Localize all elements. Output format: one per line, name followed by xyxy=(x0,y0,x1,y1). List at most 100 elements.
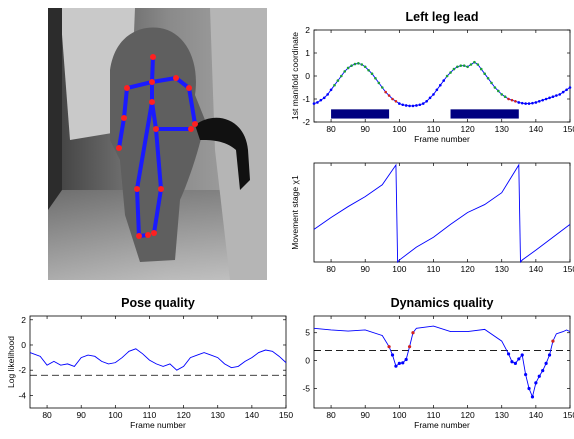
data-point xyxy=(500,93,504,96)
y-tick-label: 2 xyxy=(21,315,26,325)
skeleton-joint xyxy=(158,186,164,192)
data-point xyxy=(486,77,490,80)
data-point xyxy=(312,102,316,105)
data-point xyxy=(568,86,572,89)
x-tick-label: 100 xyxy=(108,410,122,420)
data-point xyxy=(387,345,391,349)
y-tick-label: 0 xyxy=(305,71,310,81)
x-tick-label: 120 xyxy=(177,410,191,420)
chart-title: Left leg lead xyxy=(406,10,479,24)
x-tick-label: 80 xyxy=(326,264,336,274)
data-point xyxy=(517,101,521,104)
data-point xyxy=(435,88,439,92)
data-point xyxy=(555,94,558,97)
data-point xyxy=(322,96,326,100)
data-point xyxy=(503,95,507,98)
skeleton-joint xyxy=(153,126,159,132)
x-tick-label: 120 xyxy=(461,264,475,274)
x-tick-label: 120 xyxy=(461,124,475,134)
x-tick-label: 90 xyxy=(76,410,86,420)
data-point xyxy=(531,101,534,105)
data-point xyxy=(340,74,343,78)
data-point xyxy=(377,81,381,85)
x-tick-label: 120 xyxy=(461,410,475,420)
y-tick-label: 2 xyxy=(305,25,310,35)
x-tick-label: 140 xyxy=(245,410,259,420)
plot-frame xyxy=(313,29,571,123)
manifold-line xyxy=(313,61,571,107)
data-point xyxy=(456,65,459,69)
x-tick-label: 110 xyxy=(427,124,441,134)
data-point xyxy=(390,353,395,357)
data-point xyxy=(319,98,323,102)
data-point xyxy=(530,395,535,399)
data-point xyxy=(445,74,449,78)
chart-title: Dynamics quality xyxy=(391,296,494,310)
data-point xyxy=(462,64,466,67)
skeleton-bone xyxy=(154,127,163,191)
data-point xyxy=(520,101,524,105)
skeleton-joint xyxy=(192,121,198,127)
data-point xyxy=(421,102,425,105)
data-point xyxy=(506,352,511,356)
data-point xyxy=(333,83,336,87)
data-point xyxy=(336,79,340,82)
y-tick-label: -2 xyxy=(18,365,26,375)
data-point xyxy=(476,63,480,66)
x-tick-label: 80 xyxy=(42,410,52,420)
data-point xyxy=(432,93,435,96)
skeleton-joint xyxy=(186,85,192,91)
skeleton-bone xyxy=(117,116,126,150)
skeleton-joint xyxy=(173,75,179,81)
y-axis-label: 1st manifold coordinate xyxy=(290,32,300,120)
data-point xyxy=(438,83,442,87)
skeleton-joint xyxy=(124,85,130,91)
x-axis-label: Frame number xyxy=(130,420,186,430)
data-point xyxy=(473,60,476,64)
data-point xyxy=(326,93,329,96)
plot-frame xyxy=(29,315,287,409)
movement-stage-chart xyxy=(313,162,571,264)
x-tick-label: 130 xyxy=(495,124,509,134)
data-point xyxy=(350,64,353,67)
data-point xyxy=(514,100,517,103)
x-tick-label: 110 xyxy=(427,264,441,274)
data-point xyxy=(565,88,568,92)
x-tick-label: 140 xyxy=(529,124,543,134)
data-point xyxy=(411,104,415,108)
data-point xyxy=(442,79,446,82)
data-point xyxy=(490,81,493,85)
x-tick-label: 100 xyxy=(392,124,406,134)
y-tick-label: -2 xyxy=(302,117,310,127)
data-point xyxy=(408,104,411,108)
data-point xyxy=(343,70,347,73)
data-point xyxy=(513,361,517,365)
x-axis-label: Frame number xyxy=(414,134,470,144)
movement-stage-line xyxy=(313,163,571,264)
data-point xyxy=(397,361,401,365)
data-point xyxy=(428,96,432,100)
data-point xyxy=(541,369,545,373)
data-point xyxy=(391,97,394,101)
data-point xyxy=(469,63,473,66)
data-point xyxy=(510,360,514,364)
skeleton-joint xyxy=(149,99,155,105)
data-point xyxy=(544,361,548,365)
data-point xyxy=(466,65,469,69)
data-point xyxy=(527,386,531,391)
plot-frame xyxy=(313,315,571,409)
stance-bar xyxy=(331,109,390,119)
data-point xyxy=(394,364,398,368)
skeleton-joint xyxy=(149,79,155,85)
x-tick-label: 150 xyxy=(563,264,574,274)
data-point xyxy=(411,331,415,335)
data-point xyxy=(316,101,319,104)
data-point xyxy=(507,97,510,101)
pose-quality-line xyxy=(29,348,287,371)
data-point xyxy=(527,102,531,105)
y-axis-label: Movement stage χ1 xyxy=(290,175,300,250)
data-point xyxy=(360,63,364,66)
data-point xyxy=(483,72,486,75)
data-point xyxy=(497,89,500,93)
data-point xyxy=(380,86,384,89)
